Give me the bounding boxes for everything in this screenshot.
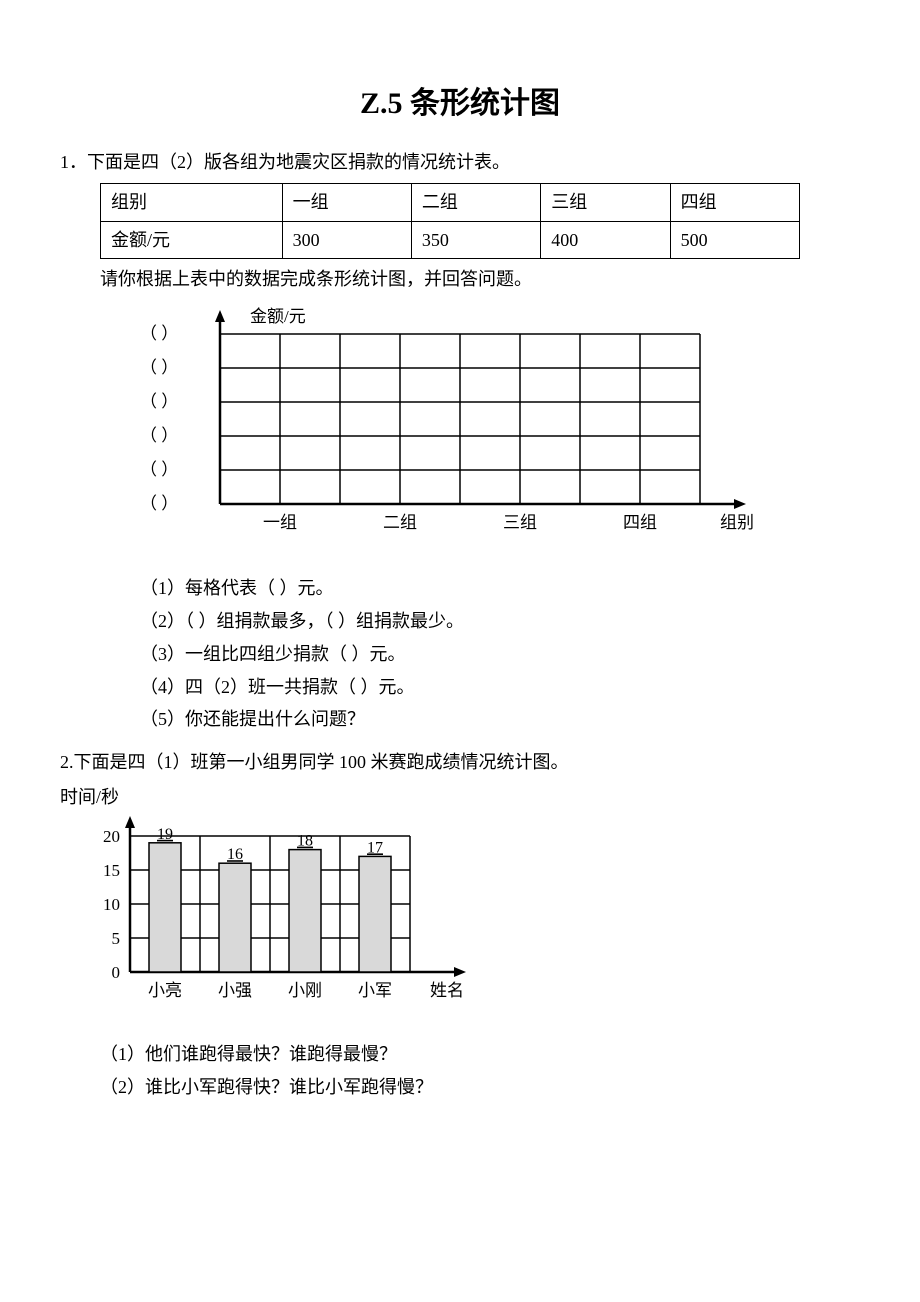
q1-instruction: 请你根据上表中的数据完成条形统计图，并回答问题。 bbox=[100, 265, 860, 294]
table-cell: 四组 bbox=[670, 183, 799, 221]
svg-text:16: 16 bbox=[227, 846, 243, 863]
q1-chart: 金额/元 （ ） （ ） （ ） （ ） （ ） （ ） 一组 二组 三组 四组 组别 bbox=[120, 304, 860, 564]
q2-ylabel: 时间/秒 bbox=[60, 783, 860, 812]
q1-sub1: （1）每格代表（ ）元。 bbox=[140, 574, 860, 603]
table-cell: 500 bbox=[670, 221, 799, 259]
svg-text:（ ）: （ ） bbox=[140, 358, 178, 377]
svg-text:小刚: 小刚 bbox=[288, 981, 322, 1000]
table-cell: 三组 bbox=[541, 183, 670, 221]
svg-text:组别: 组别 bbox=[720, 513, 754, 532]
svg-text:17: 17 bbox=[367, 839, 383, 856]
q1-sub4: （4）四（2）班一共捐款（ ）元。 bbox=[140, 673, 860, 702]
svg-text:四组: 四组 bbox=[623, 513, 657, 532]
table-cell: 二组 bbox=[411, 183, 540, 221]
svg-text:小亮: 小亮 bbox=[148, 981, 182, 1000]
q2-sub1: （1）他们谁跑得最快？谁跑得最慢？ bbox=[100, 1040, 860, 1069]
page-title: Z.5 条形统计图 bbox=[60, 80, 860, 128]
svg-text:（ ）: （ ） bbox=[140, 494, 178, 513]
svg-text:（ ）: （ ） bbox=[140, 426, 178, 445]
svg-text:18: 18 bbox=[297, 832, 313, 849]
svg-text:三组: 三组 bbox=[503, 513, 537, 532]
q1-sub2: （2）（ ）组捐款最多，（ ）组捐款最少。 bbox=[140, 607, 860, 636]
svg-text:19: 19 bbox=[157, 826, 173, 843]
svg-text:15: 15 bbox=[103, 861, 120, 880]
table-cell: 一组 bbox=[282, 183, 411, 221]
svg-text:（ ）: （ ） bbox=[140, 392, 178, 411]
svg-text:姓名: 姓名 bbox=[430, 981, 464, 1000]
svg-text:（ ）: （ ） bbox=[140, 460, 178, 479]
svg-text:0: 0 bbox=[112, 963, 121, 982]
q1-sub3: （3）一组比四组少捐款（ ）元。 bbox=[140, 640, 860, 669]
svg-text:10: 10 bbox=[103, 895, 120, 914]
svg-text:（ ）: （ ） bbox=[140, 324, 178, 343]
q2-intro: 2.下面是四（1）班第一小组男同学 100 米赛跑成绩情况统计图。 bbox=[60, 748, 860, 777]
table-cell: 350 bbox=[411, 221, 540, 259]
table-cell: 400 bbox=[541, 221, 670, 259]
svg-text:小军: 小军 bbox=[358, 981, 392, 1000]
q1-intro: 1．下面是四（2）版各组为地震灾区捐款的情况统计表。 bbox=[60, 148, 860, 177]
q1-sub5: （5）你还能提出什么问题？ bbox=[140, 705, 860, 734]
svg-text:金额/元: 金额/元 bbox=[250, 307, 306, 326]
table-cell: 300 bbox=[282, 221, 411, 259]
q2-chart: 20 15 10 5 0 19 小亮 16 小强 18 小刚 17 小军 姓名 bbox=[80, 816, 860, 1036]
q2-sub2: （2）谁比小军跑得快？谁比小军跑得慢？ bbox=[100, 1073, 860, 1102]
svg-text:二组: 二组 bbox=[383, 513, 417, 532]
q1-table: 组别 一组 二组 三组 四组 金额/元 300 350 400 500 bbox=[100, 183, 800, 260]
svg-text:小强: 小强 bbox=[218, 981, 252, 1000]
svg-text:5: 5 bbox=[112, 929, 121, 948]
svg-text:20: 20 bbox=[103, 827, 120, 846]
table-cell: 组别 bbox=[101, 183, 283, 221]
svg-text:一组: 一组 bbox=[263, 513, 297, 532]
table-cell: 金额/元 bbox=[101, 221, 283, 259]
